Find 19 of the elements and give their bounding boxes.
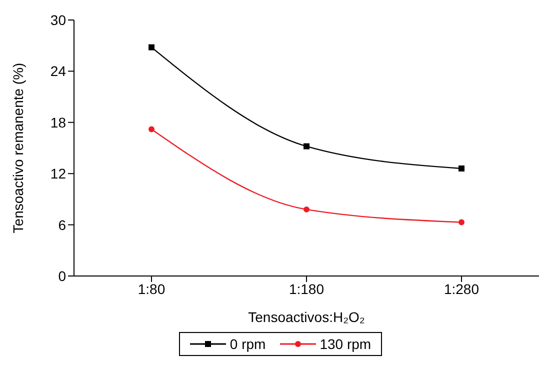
legend-label: 0 rpm	[228, 336, 266, 352]
point	[458, 219, 464, 226]
x-axis-title: Tensoactivos:H₂O₂	[248, 309, 365, 325]
point	[304, 206, 310, 212]
y-tick-label: 12	[50, 166, 66, 182]
y-tick-label: 24	[50, 63, 66, 80]
x-tick-label: 1:80	[138, 280, 166, 297]
y-tick-label: 0	[58, 268, 66, 284]
y-tick-label: 18	[50, 114, 66, 130]
x-tick-label: 1:280	[444, 280, 480, 297]
y-tick-label: 30	[50, 12, 66, 28]
x-tick-label: 1:180	[288, 280, 324, 297]
point	[458, 165, 464, 172]
y-axis-title: Tensoactivo remanente (%)	[10, 62, 26, 234]
point	[304, 143, 310, 150]
legend-label: 130 rpm	[318, 336, 372, 352]
point	[148, 126, 154, 132]
point	[148, 44, 154, 50]
y-tick-label: 6	[58, 216, 66, 233]
